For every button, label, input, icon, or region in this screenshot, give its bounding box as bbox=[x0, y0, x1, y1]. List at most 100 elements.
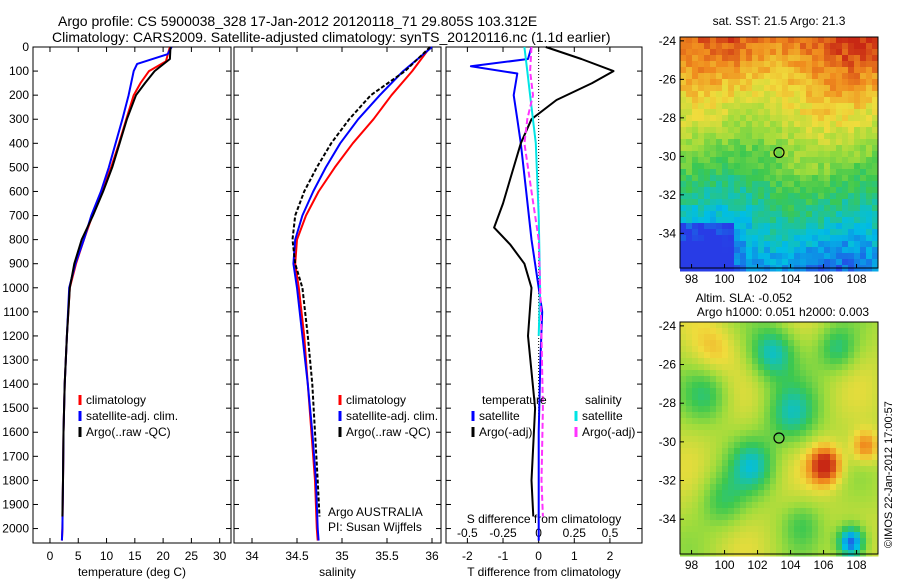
temperature-x-tick-label: 30 bbox=[213, 549, 227, 563]
sla-map-cell bbox=[698, 430, 705, 437]
sla-map-cell bbox=[872, 352, 879, 359]
sst-map-cell bbox=[704, 97, 711, 104]
sla-map-cell bbox=[782, 508, 789, 515]
sst-map-cell bbox=[698, 133, 705, 140]
sla-map-cell bbox=[686, 346, 693, 353]
depth-y-tick-label: 1500 bbox=[2, 401, 29, 415]
sst-map-cell bbox=[704, 55, 711, 62]
sla-map-cell bbox=[764, 358, 771, 365]
sla-map-cell bbox=[800, 388, 807, 395]
sst-map-cell bbox=[746, 67, 753, 74]
sst-map-cell bbox=[716, 97, 723, 104]
sla-map-cell bbox=[854, 490, 861, 497]
sla-map-cell bbox=[770, 490, 777, 497]
sla-map-cell bbox=[842, 496, 849, 503]
sla-map-cell bbox=[842, 532, 849, 539]
sla-map-cell bbox=[824, 544, 831, 551]
sla-map-cell bbox=[842, 358, 849, 365]
sst-map-cell bbox=[680, 55, 687, 62]
sla-map-cell bbox=[872, 484, 879, 491]
sla-map-cell bbox=[692, 412, 699, 419]
sla-map-cell bbox=[680, 490, 687, 497]
sst-map-cell bbox=[722, 61, 729, 68]
sst-map-cell bbox=[692, 55, 699, 62]
sla-map-cell bbox=[788, 364, 795, 371]
sst-map-cell bbox=[866, 235, 873, 242]
sst-map-cell bbox=[740, 91, 747, 98]
sst-map-cell bbox=[842, 187, 849, 194]
sla-map-cell bbox=[746, 484, 753, 491]
sst-map-cell bbox=[752, 103, 759, 110]
sst-map-cell bbox=[866, 217, 873, 224]
sst-map-cell bbox=[824, 175, 831, 182]
sla-map-cell bbox=[848, 334, 855, 341]
sst-map-cell bbox=[734, 133, 741, 140]
sst-map-cell bbox=[776, 115, 783, 122]
sst-map-cell bbox=[686, 85, 693, 92]
sst-map-cell bbox=[752, 43, 759, 50]
depth-y-tick-label: 200 bbox=[9, 88, 29, 102]
sst-map-cell bbox=[836, 151, 843, 158]
sst-map-cell bbox=[746, 133, 753, 140]
sla-map-cell bbox=[704, 532, 711, 539]
sla-map-cell bbox=[740, 400, 747, 407]
sst-map-cell bbox=[848, 85, 855, 92]
sla-map-cell bbox=[704, 400, 711, 407]
sst-map-cell bbox=[866, 193, 873, 200]
sla-map-cell bbox=[794, 448, 801, 455]
sla-map-cell bbox=[830, 370, 837, 377]
sst-map-cell bbox=[800, 79, 807, 86]
sst-map-cell bbox=[794, 151, 801, 158]
sla-map-y-tick-label: -34 bbox=[659, 512, 677, 526]
sla-map-cell bbox=[776, 388, 783, 395]
sst-map-cell bbox=[704, 157, 711, 164]
sla-map-cell bbox=[788, 388, 795, 395]
sla-map-cell bbox=[818, 454, 825, 461]
sst-map-cell bbox=[710, 253, 717, 260]
sla-map-cell bbox=[848, 328, 855, 335]
sla-map-cell bbox=[686, 382, 693, 389]
sst-map-cell bbox=[788, 103, 795, 110]
sla-map-cell bbox=[860, 340, 867, 347]
sla-map-cell bbox=[854, 466, 861, 473]
sla-map-cell bbox=[704, 496, 711, 503]
sla-map-cell bbox=[722, 406, 729, 413]
sst-map-cell bbox=[716, 133, 723, 140]
sla-map-cell bbox=[800, 538, 807, 545]
sst-map-cell bbox=[872, 175, 879, 182]
sla-map-cell bbox=[794, 430, 801, 437]
sst-map-cell bbox=[872, 193, 879, 200]
sla-map-cell bbox=[776, 460, 783, 467]
sla-map-cell bbox=[716, 544, 723, 551]
sla-map-cell bbox=[830, 490, 837, 497]
sla-map-cell bbox=[818, 418, 825, 425]
sst-map-cell bbox=[836, 223, 843, 230]
sla-map-cell bbox=[710, 322, 717, 329]
sst-map-cell bbox=[806, 217, 813, 224]
sla-map-cell bbox=[794, 526, 801, 533]
sst-map-cell bbox=[830, 61, 837, 68]
sla-map-cell bbox=[686, 442, 693, 449]
sst-map-cell bbox=[824, 133, 831, 140]
sst-map-cell bbox=[680, 109, 687, 116]
sst-map-cell bbox=[728, 229, 735, 236]
sst-map-cell bbox=[788, 43, 795, 50]
sla-map-cell bbox=[758, 490, 765, 497]
sla-map-cell bbox=[746, 496, 753, 503]
sst-map-cell bbox=[758, 133, 765, 140]
sst-map-cell bbox=[692, 43, 699, 50]
sst-map-cell bbox=[734, 145, 741, 152]
sst-map-cell bbox=[734, 169, 741, 176]
sla-map-cell bbox=[788, 376, 795, 383]
sst-map-cell bbox=[740, 205, 747, 212]
sst-map-cell bbox=[710, 241, 717, 248]
sst-map-cell bbox=[734, 49, 741, 56]
sla-map-cell bbox=[758, 364, 765, 371]
sla-map-cell bbox=[818, 538, 825, 545]
sla-map-cell bbox=[812, 532, 819, 539]
sla-map-cell bbox=[752, 388, 759, 395]
sst-map-cell bbox=[872, 217, 879, 224]
sla-map-cell bbox=[782, 544, 789, 551]
sst-map-cell bbox=[770, 97, 777, 104]
sla-map-cell bbox=[806, 466, 813, 473]
